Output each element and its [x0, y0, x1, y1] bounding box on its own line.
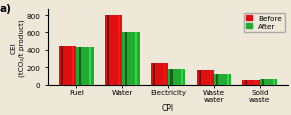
Y-axis label: CEI
(tCO₂/t product): CEI (tCO₂/t product): [11, 19, 25, 76]
Bar: [196, 71, 214, 85]
X-axis label: CPI: CPI: [162, 103, 174, 112]
Bar: [61, 47, 63, 85]
Bar: [217, 74, 219, 85]
Bar: [151, 64, 168, 85]
Bar: [227, 74, 229, 85]
Bar: [214, 74, 231, 85]
Bar: [171, 69, 173, 85]
Bar: [153, 64, 155, 85]
Bar: [122, 33, 140, 85]
Text: a): a): [0, 4, 12, 14]
Bar: [260, 79, 277, 85]
Bar: [245, 81, 247, 85]
Bar: [89, 48, 91, 85]
Bar: [107, 16, 109, 85]
Bar: [262, 79, 265, 85]
Bar: [242, 81, 260, 85]
Bar: [118, 16, 120, 85]
Bar: [199, 71, 201, 85]
Bar: [79, 48, 81, 85]
Bar: [210, 71, 211, 85]
Bar: [72, 47, 74, 85]
Bar: [105, 16, 122, 85]
Bar: [168, 69, 185, 85]
Legend: Before, After: Before, After: [244, 13, 285, 33]
Bar: [181, 69, 183, 85]
Bar: [273, 79, 275, 85]
Bar: [125, 33, 127, 85]
Bar: [135, 33, 137, 85]
Bar: [255, 81, 257, 85]
Bar: [59, 47, 76, 85]
Bar: [164, 64, 166, 85]
Bar: [76, 48, 94, 85]
